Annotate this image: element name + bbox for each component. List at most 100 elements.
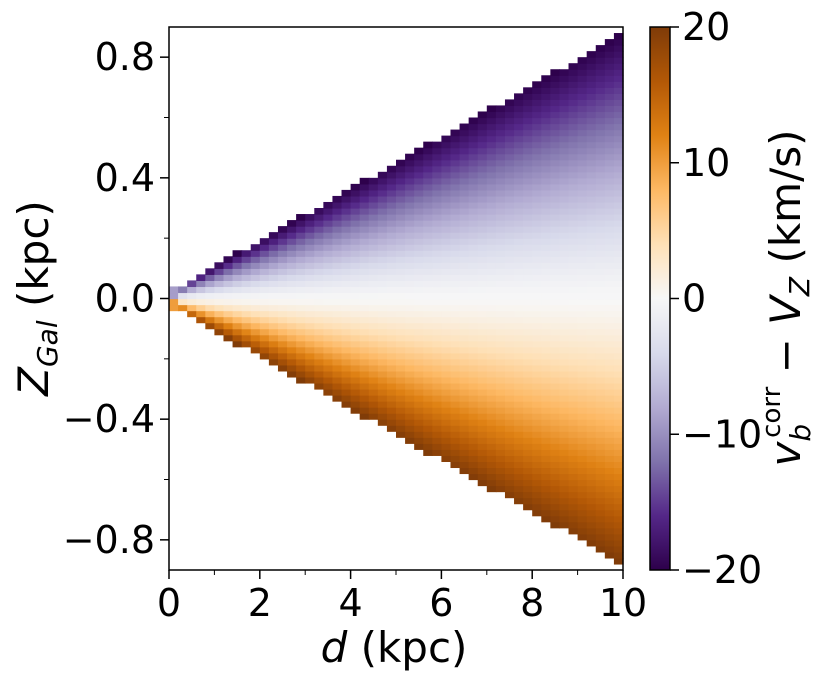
heatmap-cell — [277, 304, 288, 312]
heatmap-cell — [450, 413, 461, 420]
heatmap-cell — [586, 431, 597, 438]
heatmap-cell — [386, 189, 397, 197]
heatmap-cell — [468, 183, 479, 191]
heatmap-cell — [268, 256, 279, 263]
heatmap-cell — [432, 298, 442, 306]
heatmap-cell — [468, 268, 479, 275]
heatmap-cell — [541, 81, 551, 88]
heatmap-cell — [250, 334, 261, 342]
heatmap-cell — [559, 437, 570, 444]
heatmap-cell — [323, 370, 334, 378]
heatmap-cell — [205, 268, 215, 275]
heatmap-cell — [423, 177, 433, 185]
heatmap-cell — [405, 292, 415, 300]
heatmap-cell — [241, 298, 252, 306]
heatmap-cell — [550, 111, 561, 119]
heatmap-cell — [604, 395, 615, 402]
heatmap-cell — [477, 195, 488, 203]
heatmap-cell — [414, 401, 424, 408]
heatmap-cell — [296, 298, 306, 306]
heatmap-cell — [577, 195, 588, 203]
heatmap-cell — [459, 413, 470, 420]
heatmap-cell — [450, 153, 461, 161]
heatmap-cell — [396, 201, 406, 209]
heatmap-cell — [169, 298, 179, 306]
heatmap-cell — [477, 220, 488, 227]
heatmap-cell — [350, 250, 361, 257]
heatmap-cell — [477, 129, 488, 137]
heatmap-cell — [386, 364, 397, 372]
heatmap-cell — [268, 328, 279, 336]
heatmap-cell — [450, 437, 461, 444]
heatmap-cell — [595, 322, 606, 330]
heatmap-cell — [368, 401, 379, 408]
heatmap-cell — [504, 105, 515, 113]
heatmap-cell — [359, 334, 370, 342]
heatmap-cell — [586, 515, 597, 523]
heatmap-cell — [586, 159, 597, 167]
heatmap-cell — [495, 256, 506, 263]
heatmap-cell — [595, 45, 606, 52]
heatmap-cell — [532, 226, 542, 233]
heatmap-cell — [495, 159, 506, 167]
heatmap-cell — [495, 437, 506, 444]
heatmap-cell — [604, 425, 615, 432]
heatmap-cell — [550, 298, 561, 306]
heatmap-cell — [523, 419, 533, 426]
heatmap-cell — [613, 33, 624, 40]
heatmap-cell — [514, 117, 524, 125]
heatmap-cell — [386, 292, 397, 300]
heatmap-cell — [468, 274, 479, 281]
heatmap-cell — [532, 376, 542, 384]
heatmap-cell — [359, 364, 370, 372]
heatmap-cell — [604, 147, 615, 155]
heatmap-cell — [559, 159, 570, 167]
heatmap-cell — [287, 310, 297, 318]
heatmap-cell — [523, 292, 533, 300]
heatmap-cell — [595, 244, 606, 251]
heatmap-cell — [523, 322, 533, 330]
y-axis-label: ZGal (kpc) — [9, 200, 64, 397]
heatmap-cell — [441, 395, 452, 402]
heatmap-cell — [604, 539, 615, 547]
heatmap-cell — [550, 189, 561, 197]
heatmap-cell — [450, 352, 461, 360]
heatmap-cell — [259, 310, 270, 318]
heatmap-cell — [604, 449, 615, 456]
heatmap-cell — [405, 153, 415, 161]
heatmap-cell — [486, 214, 497, 221]
heatmap-cell — [486, 226, 497, 233]
heatmap-cell — [568, 473, 579, 481]
heatmap-cell — [559, 304, 570, 312]
heatmap-cell — [559, 208, 570, 215]
heatmap-cell — [577, 473, 588, 481]
heatmap-cell — [532, 389, 542, 396]
heatmap-cell — [396, 364, 406, 372]
heatmap-cell — [532, 286, 542, 294]
heatmap-cell — [214, 316, 225, 324]
heatmap-cell — [613, 159, 624, 167]
heatmap-cell — [550, 238, 561, 245]
heatmap-cell — [559, 413, 570, 420]
heatmap-cell — [468, 340, 479, 348]
heatmap-cell — [559, 69, 570, 76]
heatmap-cell — [359, 183, 370, 191]
heatmap-cell — [495, 334, 506, 342]
heatmap-cell — [423, 262, 433, 269]
heatmap-cell — [314, 334, 324, 342]
heatmap-cell — [396, 376, 406, 384]
heatmap-cell — [577, 533, 588, 541]
heatmap-cell — [314, 220, 324, 227]
colorbar-tick-label: −10 — [682, 412, 762, 456]
heatmap-cell — [214, 328, 225, 336]
heatmap-cell — [541, 419, 551, 426]
x-tick-label: 6 — [429, 581, 453, 625]
heatmap-cell — [541, 413, 551, 420]
heatmap-cell — [468, 358, 479, 366]
heatmap-cell — [532, 334, 542, 342]
heatmap-cell — [586, 358, 597, 366]
heatmap-cell — [613, 425, 624, 432]
heatmap-cell — [568, 340, 579, 348]
heatmap-cell — [405, 214, 415, 221]
heatmap-cell — [450, 334, 461, 342]
